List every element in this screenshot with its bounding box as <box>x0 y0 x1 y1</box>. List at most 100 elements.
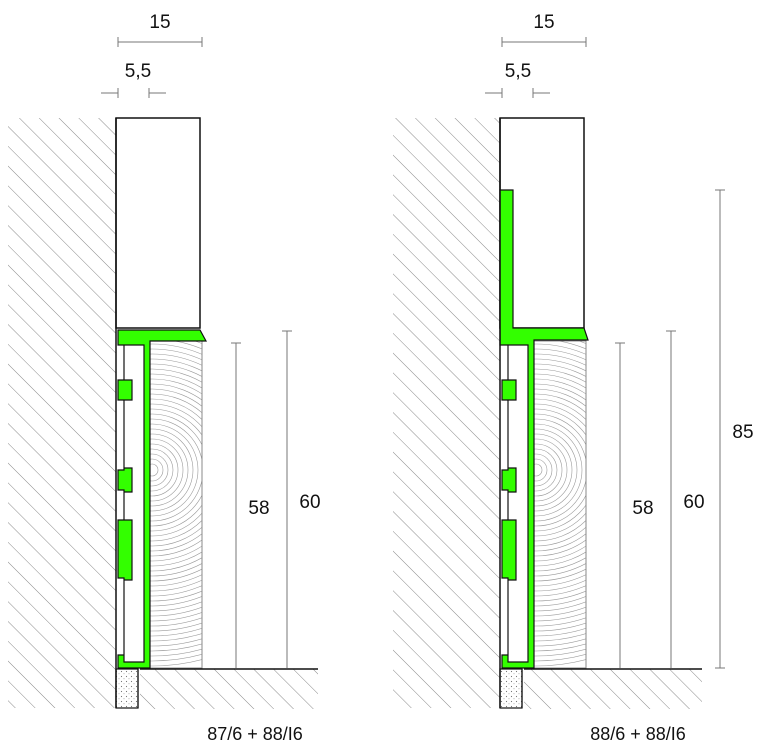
wood-grain-ring <box>534 428 578 512</box>
wood-grain-ring <box>534 638 586 647</box>
wood-grain-ring <box>534 408 586 532</box>
wood-grain-ring <box>150 438 184 502</box>
wood-grain-ring <box>150 393 202 547</box>
wood-grain-ring <box>150 458 164 482</box>
wood-grain-ring <box>534 343 586 597</box>
wood-grain-ring <box>150 617 202 627</box>
wood-grain-ring <box>534 659 586 667</box>
wood-grain-ring <box>534 418 586 522</box>
wood-grain-ring <box>534 373 586 567</box>
wood-grain-ring <box>534 601 586 612</box>
wood-grain-ring <box>150 443 179 497</box>
wood-grain-ring <box>534 622 586 632</box>
wood-grain-ring <box>534 617 586 627</box>
wood-grain-ring <box>150 428 194 512</box>
wood-grain-ring <box>150 341 202 602</box>
wood-grain-ring <box>150 453 169 487</box>
wood-grain-ring <box>150 633 202 642</box>
wood-grain-ring <box>534 453 553 487</box>
wood-grain-ring <box>534 423 583 517</box>
wood-grain-ring <box>150 408 202 532</box>
wood-grain-ring <box>150 378 202 562</box>
right-wall-hatch <box>393 118 500 708</box>
wood-grain-ring <box>150 358 202 582</box>
wood-grain-ring <box>150 343 202 597</box>
wood-grain-ring <box>150 423 199 517</box>
left-dim-height-outer: 60 <box>299 492 320 513</box>
wood-grain-ring <box>534 413 586 527</box>
wood-grain-ring <box>534 463 543 477</box>
wood-grain-ring <box>150 403 202 537</box>
wood-grain-ring <box>534 353 586 587</box>
right-caption: 88/6 + 88/I6 <box>590 724 686 744</box>
wood-grain-ring <box>534 633 586 642</box>
wood-grain-ring <box>534 438 568 502</box>
wood-grain-ring <box>150 383 202 557</box>
wood-grain-ring <box>534 341 586 607</box>
right-plaster-gap <box>499 117 585 329</box>
wood-grain-ring <box>150 398 202 542</box>
right-floor-hatch <box>524 669 702 709</box>
wood-grain-ring <box>150 627 202 637</box>
wood-grain-ring <box>150 601 202 612</box>
wood-grain-ring <box>534 458 548 482</box>
left-green-profile <box>117 329 208 669</box>
wood-grain-ring <box>534 648 586 657</box>
left-dim-inner-width: 5,5 <box>125 61 151 82</box>
wood-grain-ring <box>150 413 202 527</box>
wood-grain-ring <box>150 348 202 592</box>
wood-grain-ring <box>150 353 202 587</box>
wood-grain-ring <box>534 448 558 492</box>
wood-grain-ring <box>150 448 174 492</box>
wood-grain-ring <box>150 388 202 552</box>
wood-grain-ring <box>150 648 202 657</box>
wood-grain-ring <box>534 368 586 572</box>
right-green-upstand <box>499 189 589 669</box>
wood-grain-ring <box>534 341 586 602</box>
wood-grain-ring <box>150 463 159 477</box>
right-detail: 15 5,5 58 60 85 88/6 + 88/I6 <box>393 12 754 744</box>
wood-grain-ring <box>534 654 586 662</box>
wood-grain-ring <box>150 373 202 567</box>
left-plaster-gap <box>115 117 201 329</box>
wood-grain-ring <box>150 433 189 507</box>
wood-grain-ring <box>150 643 202 652</box>
wood-grain-ring <box>150 659 202 667</box>
wood-grain-ring <box>534 643 586 652</box>
wood-grain-ring <box>534 378 586 562</box>
wood-grain-ring <box>534 433 573 507</box>
wood-grain-ring <box>150 638 202 647</box>
wood-grain-ring <box>534 606 586 617</box>
wood-grain-ring <box>534 403 586 537</box>
wood-grain-ring <box>534 348 586 592</box>
wood-grain-ring <box>534 443 563 497</box>
left-floor-hatch <box>140 669 318 709</box>
left-adhesive-strip <box>115 668 139 709</box>
right-dim-height-outer: 60 <box>683 492 704 513</box>
wood-grain-ring <box>150 622 202 632</box>
left-dim-height-inner: 58 <box>248 498 269 519</box>
wood-grain-ring <box>534 358 586 582</box>
wood-grain-ring <box>150 363 202 577</box>
left-wall-hatch <box>8 118 116 708</box>
right-dim-height-inner: 58 <box>632 498 653 519</box>
wood-grain-ring <box>150 368 202 572</box>
wood-grain-ring <box>534 383 586 557</box>
wood-grain-ring <box>534 393 586 547</box>
right-dim-top-width: 15 <box>533 12 554 33</box>
right-wood-board <box>534 341 586 667</box>
wood-grain-ring <box>534 363 586 577</box>
wood-grain-ring <box>534 388 586 552</box>
wood-grain-ring <box>534 627 586 637</box>
wood-grain-ring <box>150 654 202 662</box>
wood-grain-ring <box>150 418 202 522</box>
right-adhesive-strip <box>499 668 523 709</box>
left-caption: 87/6 + 88/I6 <box>207 724 303 744</box>
right-dim-height-total: 85 <box>732 422 753 443</box>
wood-grain-ring <box>150 606 202 617</box>
wood-grain-ring <box>534 398 586 542</box>
left-dim-top-width: 15 <box>149 12 170 33</box>
left-detail: 15 5,5 58 60 87/6 + 88/I6 <box>8 12 321 744</box>
wood-grain-ring <box>150 341 202 607</box>
wood-grain-ring <box>150 612 202 622</box>
